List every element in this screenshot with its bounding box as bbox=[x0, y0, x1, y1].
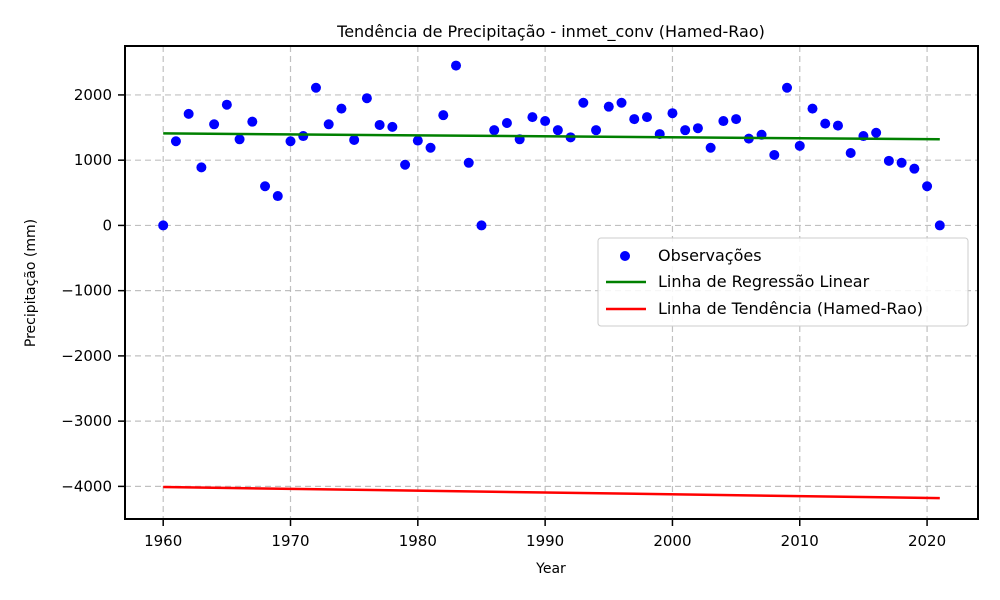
plot-area bbox=[158, 60, 945, 500]
observation-point bbox=[158, 220, 169, 231]
observation-point bbox=[349, 134, 360, 145]
y-tick-label: −3000 bbox=[61, 412, 112, 430]
observation-point bbox=[705, 142, 716, 153]
observation-point bbox=[476, 220, 487, 231]
x-axis-label: Year bbox=[535, 561, 566, 577]
observation-point bbox=[527, 112, 538, 123]
grid-lines bbox=[125, 46, 978, 519]
observation-point bbox=[616, 97, 627, 108]
chart-title: Tendência de Precipitação - inmet_conv (… bbox=[336, 22, 765, 42]
x-tick-label: 1970 bbox=[271, 532, 309, 550]
legend: Observações Linha de Regressão Linear Li… bbox=[597, 237, 969, 327]
observation-point bbox=[170, 136, 181, 147]
observation-point bbox=[310, 82, 321, 93]
legend-label-tendencia: Linha de Tendência (Hamed-Rao) bbox=[658, 299, 923, 318]
observation-point bbox=[451, 60, 462, 71]
observation-point bbox=[883, 155, 894, 166]
observation-point bbox=[680, 125, 691, 136]
observation-point bbox=[463, 157, 474, 168]
observation-point bbox=[272, 191, 283, 202]
observation-point bbox=[782, 82, 793, 93]
observation-point bbox=[412, 135, 423, 146]
observation-point bbox=[298, 131, 309, 142]
legend-label-regressao: Linha de Regressão Linear bbox=[658, 272, 870, 291]
y-tick-label: −4000 bbox=[61, 477, 112, 495]
observation-point bbox=[400, 159, 411, 170]
observation-point bbox=[807, 103, 818, 114]
observation-point bbox=[221, 99, 232, 110]
observation-point bbox=[540, 116, 551, 127]
y-tick-label: 2000 bbox=[74, 86, 112, 104]
observation-point bbox=[425, 142, 436, 153]
observation-point bbox=[629, 114, 640, 125]
trend-line bbox=[163, 485, 940, 500]
x-tick-label: 2000 bbox=[653, 532, 691, 550]
observation-point bbox=[285, 136, 296, 147]
observation-point bbox=[820, 118, 831, 129]
observation-point bbox=[234, 134, 245, 145]
observation-point bbox=[591, 125, 602, 136]
x-tick-label: 1980 bbox=[399, 532, 437, 550]
observation-point bbox=[794, 140, 805, 151]
legend-marker-observacoes bbox=[620, 251, 630, 261]
observation-point bbox=[871, 127, 882, 138]
observation-point bbox=[909, 163, 920, 174]
y-tick-label: 1000 bbox=[74, 151, 112, 169]
regression-line bbox=[163, 132, 940, 141]
observation-point bbox=[731, 114, 742, 125]
observation-point bbox=[183, 108, 194, 119]
x-tick-label: 1990 bbox=[526, 532, 564, 550]
legend-label-observacoes: Observações bbox=[658, 246, 762, 265]
observation-point bbox=[489, 125, 500, 136]
observation-point bbox=[934, 220, 945, 231]
observation-point bbox=[260, 181, 271, 192]
axis-ticks: 1960 1970 1980 1990 2000 2010 2020 −4000 −3000 −2… bbox=[61, 86, 946, 550]
observation-point bbox=[769, 149, 780, 160]
observation-point bbox=[578, 97, 589, 108]
y-tick-label: −1000 bbox=[61, 282, 112, 300]
observation-point bbox=[641, 112, 652, 123]
y-tick-label: −2000 bbox=[61, 347, 112, 365]
y-axis-label: Precipitação (mm) bbox=[23, 219, 39, 347]
observation-point bbox=[845, 147, 856, 158]
observation-point bbox=[438, 110, 449, 121]
observation-point bbox=[832, 120, 843, 131]
observation-point bbox=[361, 93, 372, 104]
observation-point bbox=[667, 108, 678, 119]
x-tick-label: 1960 bbox=[144, 532, 182, 550]
observation-point bbox=[692, 123, 703, 134]
observation-point bbox=[209, 119, 220, 130]
observation-point bbox=[323, 119, 334, 130]
observation-point bbox=[336, 103, 347, 114]
observation-point bbox=[718, 116, 729, 127]
x-tick-label: 2020 bbox=[908, 532, 946, 550]
x-tick-label: 2010 bbox=[781, 532, 819, 550]
observation-point bbox=[896, 157, 907, 168]
observation-point bbox=[501, 117, 512, 128]
observation-point bbox=[247, 116, 258, 127]
observation-point bbox=[387, 121, 398, 132]
observation-point bbox=[922, 181, 933, 192]
legend-box bbox=[597, 237, 969, 327]
y-tick-label: 0 bbox=[102, 216, 112, 234]
plot-frame bbox=[124, 45, 979, 520]
observation-point bbox=[603, 101, 614, 112]
observation-point bbox=[196, 162, 207, 173]
observation-point bbox=[552, 125, 563, 136]
observation-point bbox=[374, 119, 385, 130]
